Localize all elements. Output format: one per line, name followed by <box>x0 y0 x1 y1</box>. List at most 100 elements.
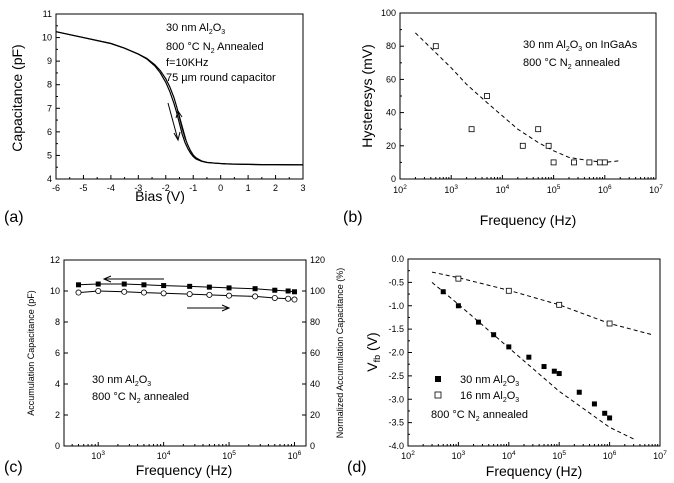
panel-a-x-tick-label: 1 <box>246 183 251 193</box>
panel-b-x-tick-label: 106 <box>598 184 612 195</box>
panel-c-x-tick-label: 106 <box>288 450 302 461</box>
panel-c-capacitance-point <box>226 285 232 291</box>
panel-b-data-point <box>601 159 608 166</box>
down-sweep-arrow <box>167 102 179 141</box>
panel-a-x-tick-label: -4 <box>107 183 115 193</box>
panel-c-normalized-line <box>78 290 295 300</box>
panel-d-legend: 30 nm Al2O3 16 nm Al2O3 <box>434 374 519 404</box>
panel-b-frame <box>399 12 657 180</box>
panel-a-frame <box>55 13 304 180</box>
panel-a-y-tick-label: 4 <box>47 174 52 184</box>
legend-marker-16nm <box>434 391 442 399</box>
panel-b-xlabel: Frequency (Hz) <box>480 212 576 228</box>
panel-b-data-point <box>571 159 577 166</box>
panel-c-annotation-2: 800 °C N2 annealed <box>92 391 189 405</box>
panel-d-fit-line-2 <box>431 271 653 336</box>
panel-a-annotation-2: 800 °C N2 Annealed <box>166 41 264 55</box>
panel-a-y-tick-label: 5 <box>47 150 52 160</box>
panel-c-y2label: Normalized Accumulation Capacitance (%) <box>335 268 345 439</box>
panel-c-normalized-point <box>291 296 298 303</box>
panel-d-point-30nm <box>491 332 497 338</box>
panel-d-point-30nm <box>440 289 446 295</box>
panel-b-x-tick-label: 102 <box>393 184 407 195</box>
panel-d-x-tick-label: 107 <box>653 450 667 461</box>
panel-d-x-tick-label: 105 <box>552 450 566 461</box>
panel-b-annotation-2: 800 °C N2 annealed <box>523 57 620 71</box>
panel-c-ylabel: Accumulation Capacitance (pF) <box>26 290 36 416</box>
panel-d-point-30nm <box>602 410 608 416</box>
panel-c-normalized-point <box>271 294 278 301</box>
panel-a-x-tick-label: 2 <box>273 183 278 193</box>
panel-c-normalized-point <box>285 295 292 302</box>
panel-a-annotation-1: 30 nm Al2O3 <box>166 22 225 36</box>
panel-c-capacitance-point <box>161 283 167 289</box>
arrow-right-icon <box>221 304 231 312</box>
panel-a-y-tick-label: 7 <box>47 103 52 113</box>
panel-c-normalized-point <box>186 291 193 298</box>
panel-b-y-tick-label: 80 <box>386 41 396 51</box>
panel-c-y-tick-label: 6 <box>55 348 60 358</box>
panel-d-y-tick-label: -3.5 <box>388 418 404 428</box>
panel-d-point-30nm <box>455 303 461 309</box>
panel-a-x-tick-label: -3 <box>134 183 142 193</box>
panel-b-y-tick-label: 0 <box>391 174 396 184</box>
panel-d-annotation: 800 °C N2 annealed <box>431 409 528 423</box>
panel-b-data-point <box>484 93 490 99</box>
panel-a-y-tick-label: 9 <box>47 56 52 66</box>
panel-c-y-tick-label: 12 <box>50 255 60 265</box>
panel-d-point-30nm <box>541 364 547 370</box>
panel-c-normalized-point <box>252 293 259 300</box>
panel-c-y2-tick-label: 100 <box>310 286 325 296</box>
panel-d-x-tick-label: 102 <box>401 450 415 461</box>
panel-c-y2-tick-label: 120 <box>310 255 325 265</box>
panel-b-y-tick-label: 60 <box>386 74 396 84</box>
panel-d-point-30nm <box>607 415 613 421</box>
panel-c-annotation-1: 30 nm Al2O3 <box>92 374 151 388</box>
panel-c-y-tick-label: 0 <box>55 441 60 451</box>
panel-a-sweep-arrows <box>167 102 187 142</box>
panel-d-x-tick-label: 106 <box>603 450 617 461</box>
panel-a-x-tick-label: 0 <box>218 183 223 193</box>
panel-a-y-tick-label: 10 <box>42 33 52 43</box>
panel-d-point-16nm <box>606 320 613 327</box>
panel-c: 103 104 105 106 0 2 4 6 8 10 12 0 20 40 60 80 100 120 3… <box>4 255 345 478</box>
panel-c-capacitance-point <box>95 281 101 287</box>
panel-a-annotation-4: 75 µm round capacitor <box>166 72 276 84</box>
panel-b-data-point <box>519 142 526 149</box>
panel-c-y-tick-label: 4 <box>55 379 60 389</box>
panel-c-y2-tick-label: 20 <box>310 410 320 420</box>
panel-b: 102 103 104 105 106 107 0 20 40 60 80 100 30 nm Al… <box>343 8 663 228</box>
panel-b-annotation-1: 30 nm Al2O3 on InGaAs <box>523 39 638 53</box>
panel-c-capacitance-point <box>285 288 291 294</box>
panel-b-x-tick-label: 104 <box>496 184 510 195</box>
panel-d-y-tick-label: -0.5 <box>388 277 404 287</box>
panel-c-capacitance-point <box>76 282 82 288</box>
panel-c-capacitance-point <box>206 284 212 290</box>
panel-d-point-30nm <box>526 354 532 360</box>
panel-d-point-16nm <box>556 301 563 308</box>
panel-d-y-tick-label: -4.0 <box>388 441 404 451</box>
panel-c-frame <box>63 259 307 447</box>
panel-a-tag: (a) <box>4 209 24 226</box>
panel-d-y-tick-label: -2.0 <box>388 348 404 358</box>
panel-c-y-tick-label: 10 <box>50 286 60 296</box>
panel-d-x-tick-label: 103 <box>452 450 466 461</box>
panel-b-x-tick-label: 107 <box>649 184 663 195</box>
panel-c-normalized-point <box>226 292 233 299</box>
panel-a-x-tick-label: -5 <box>79 183 87 193</box>
panel-a-x-tick-label: -2 <box>162 183 170 193</box>
panel-a-y-tick-label: 11 <box>43 9 52 19</box>
panel-c-capacitance-point <box>187 283 193 289</box>
panel-d-fit-line-1 <box>431 282 634 440</box>
panel-b-tag: (b) <box>343 209 363 226</box>
panel-b-data-point <box>545 142 552 149</box>
panel-a-x-tick-label: -1 <box>189 183 197 193</box>
panel-c-capacitance-line <box>78 283 295 293</box>
panel-d-point-30nm <box>551 368 557 374</box>
panel-d-tag: (d) <box>347 459 367 476</box>
panel-b-data-point <box>535 126 542 133</box>
panel-c-normalized-point <box>160 290 167 297</box>
panel-c-x-tick-label: 104 <box>157 450 171 461</box>
panel-c-axis-arrows <box>102 275 231 312</box>
